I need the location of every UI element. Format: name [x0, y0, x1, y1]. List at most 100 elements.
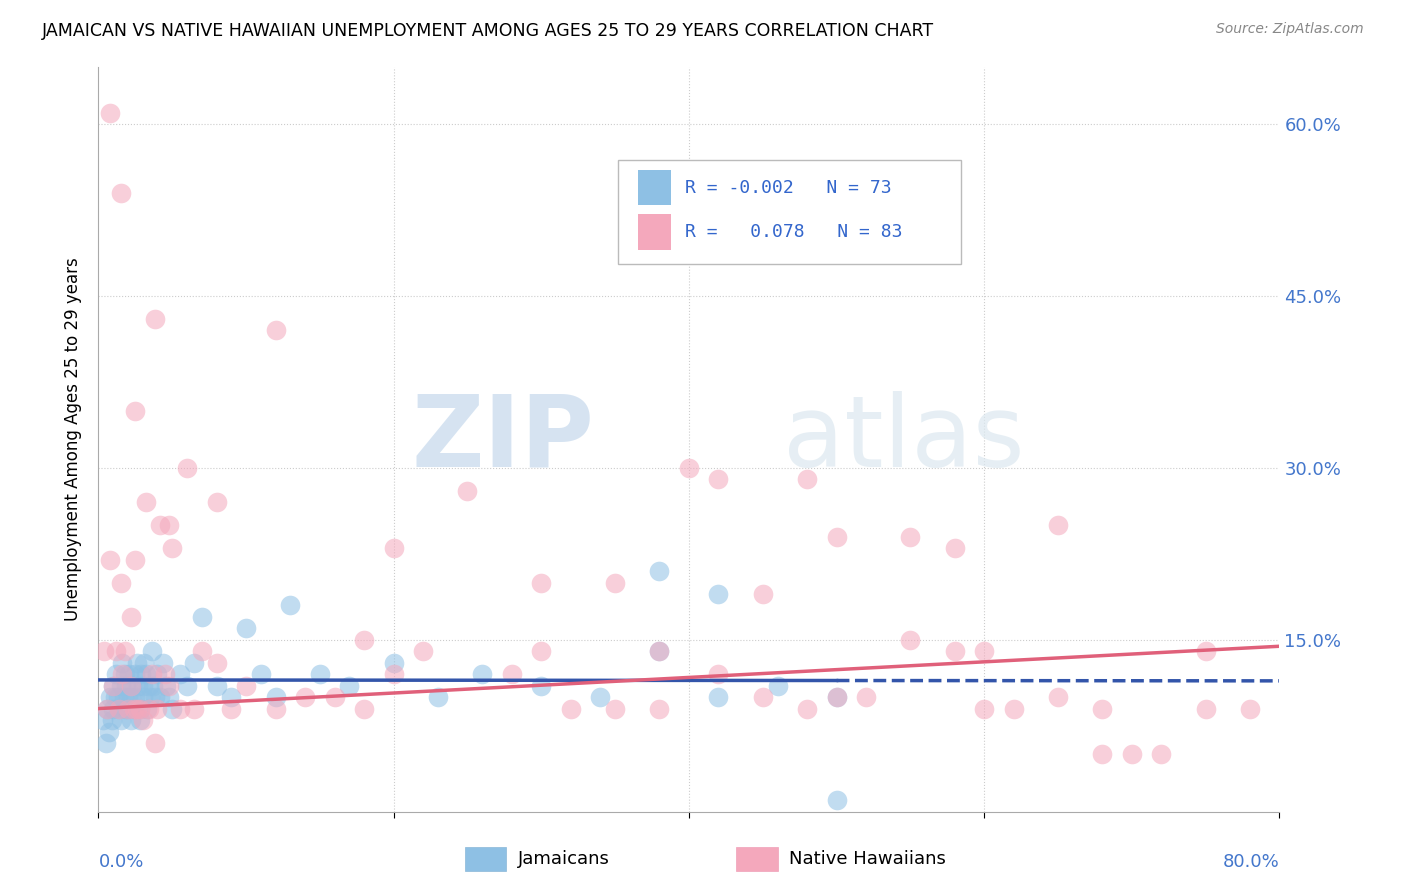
Point: [94, 736, 117, 750]
Point: [124, 667, 146, 681]
Point: [146, 667, 169, 681]
Point: [138, 679, 160, 693]
Point: [1091, 701, 1114, 715]
Point: [309, 667, 332, 681]
Point: [250, 667, 273, 681]
Point: [136, 701, 159, 715]
Point: [108, 701, 131, 715]
Point: [205, 679, 228, 693]
Point: [339, 679, 361, 693]
Point: [128, 701, 150, 715]
Point: [176, 461, 198, 475]
Point: [280, 599, 302, 613]
Point: [111, 667, 134, 681]
Point: [530, 644, 553, 658]
Point: [412, 644, 434, 658]
Point: [142, 679, 165, 693]
Text: 0.0%: 0.0%: [98, 853, 143, 871]
Point: [153, 667, 176, 681]
Point: [162, 541, 183, 556]
Text: Jamaicans: Jamaicans: [517, 850, 610, 869]
Point: [752, 587, 775, 601]
Point: [183, 701, 205, 715]
Point: [796, 701, 818, 715]
Point: [91, 713, 114, 727]
FancyBboxPatch shape: [619, 160, 960, 264]
Point: [120, 610, 142, 624]
Point: [678, 461, 700, 475]
Point: [1195, 644, 1218, 658]
Point: [501, 667, 523, 681]
Point: [149, 518, 172, 533]
Point: [825, 530, 848, 544]
Point: [129, 667, 152, 681]
Point: [471, 667, 494, 681]
Point: [112, 690, 135, 705]
Point: [707, 587, 730, 601]
Point: [707, 472, 730, 486]
Point: [98, 690, 121, 705]
Point: [264, 690, 287, 705]
Point: [97, 724, 120, 739]
Point: [149, 690, 172, 705]
Point: [98, 552, 121, 566]
Point: [111, 656, 134, 670]
Point: [900, 632, 922, 647]
Point: [138, 701, 160, 715]
Point: [132, 679, 155, 693]
Point: [103, 701, 125, 715]
FancyBboxPatch shape: [737, 847, 778, 871]
Point: [973, 701, 995, 715]
Point: [120, 713, 142, 727]
Point: [104, 690, 127, 705]
Y-axis label: Unemployment Among Ages 25 to 29 years: Unemployment Among Ages 25 to 29 years: [65, 258, 83, 621]
Point: [1150, 747, 1173, 762]
Point: [382, 541, 405, 556]
Point: [191, 644, 214, 658]
Point: [825, 690, 848, 705]
Point: [114, 644, 136, 658]
Point: [122, 701, 145, 715]
Point: [135, 495, 157, 509]
Point: [589, 690, 612, 705]
Point: [235, 621, 257, 635]
Point: [157, 679, 180, 693]
Point: [825, 793, 848, 807]
FancyBboxPatch shape: [464, 847, 506, 871]
Point: [125, 701, 148, 715]
Point: [135, 667, 157, 681]
FancyBboxPatch shape: [638, 169, 671, 205]
Point: [127, 679, 149, 693]
Point: [152, 656, 174, 670]
Point: [146, 701, 169, 715]
Text: ZIP: ZIP: [412, 391, 595, 488]
Point: [110, 186, 132, 200]
Point: [353, 632, 375, 647]
Point: [115, 679, 138, 693]
Point: [118, 667, 141, 681]
Point: [1195, 701, 1218, 715]
Point: [1121, 747, 1143, 762]
Point: [157, 518, 180, 533]
Point: [221, 690, 243, 705]
Point: [96, 701, 118, 715]
Point: [176, 679, 198, 693]
Point: [114, 667, 136, 681]
Point: [132, 713, 155, 727]
Point: [157, 690, 180, 705]
Point: [132, 690, 155, 705]
Point: [560, 701, 582, 715]
Point: [134, 656, 156, 670]
Point: [105, 644, 128, 658]
Point: [353, 701, 375, 715]
Text: JAMAICAN VS NATIVE HAWAIIAN UNEMPLOYMENT AMONG AGES 25 TO 29 YEARS CORRELATION C: JAMAICAN VS NATIVE HAWAIIAN UNEMPLOYMENT…: [42, 22, 935, 40]
Text: atlas: atlas: [783, 391, 1025, 488]
Point: [205, 656, 228, 670]
Point: [264, 701, 287, 715]
Point: [121, 679, 143, 693]
Point: [1239, 701, 1261, 715]
Point: [605, 701, 627, 715]
Point: [110, 575, 132, 590]
Point: [169, 667, 191, 681]
Point: [766, 679, 789, 693]
